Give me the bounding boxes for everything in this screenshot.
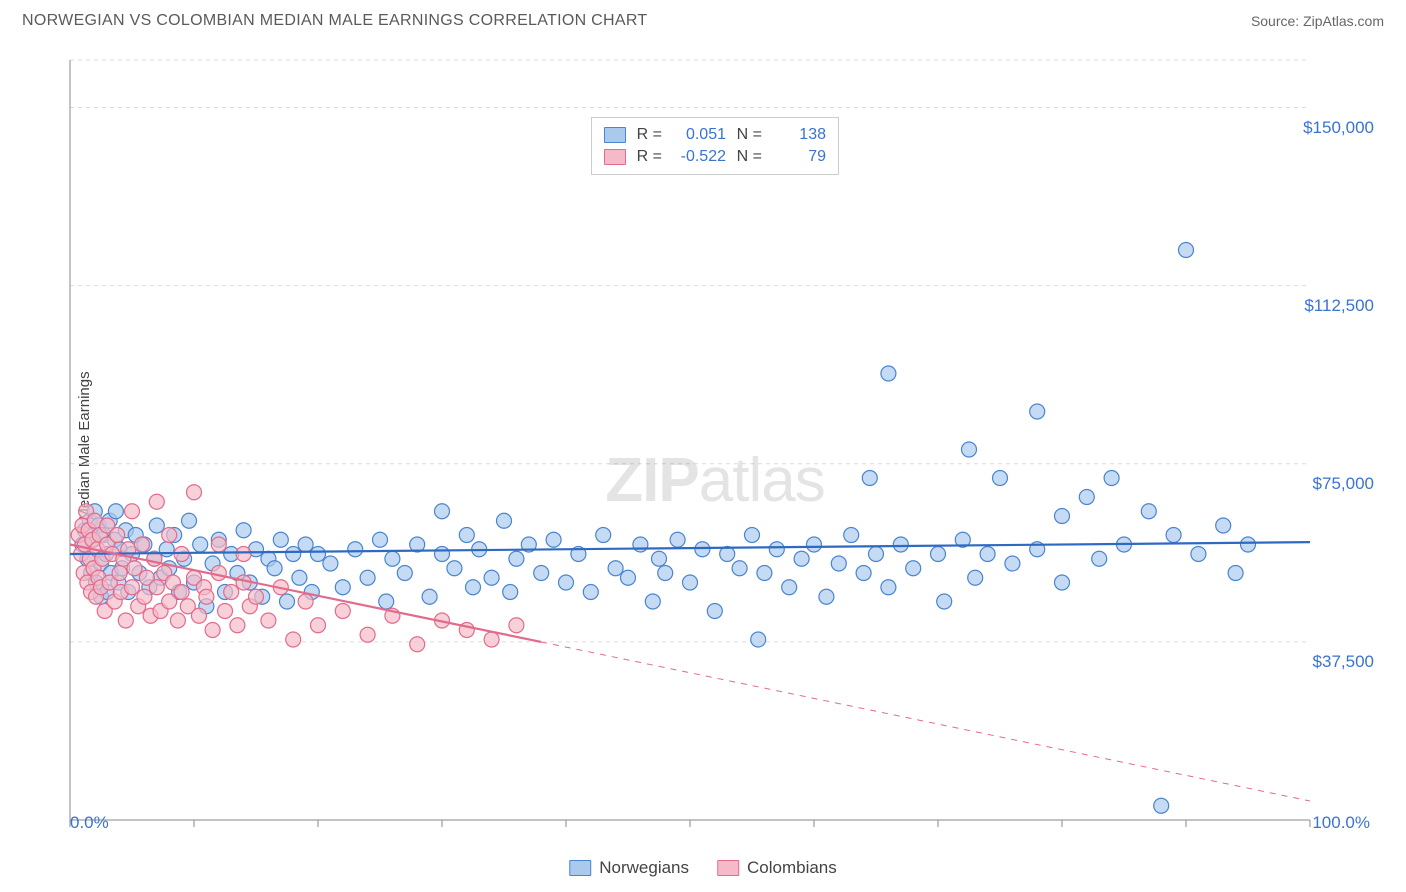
legend-item-norwegians: Norwegians bbox=[569, 858, 689, 878]
n-label: N = bbox=[734, 148, 762, 166]
legend-label: Norwegians bbox=[599, 858, 689, 878]
legend-label: Colombians bbox=[747, 858, 837, 878]
r-label: R = bbox=[634, 126, 662, 144]
stats-row: R = 0.051 N = 138 bbox=[604, 124, 826, 146]
n-label: N = bbox=[734, 126, 762, 144]
source-text: Source: ZipAtlas.com bbox=[1251, 13, 1384, 29]
y-tick-label: $112,500 bbox=[1304, 296, 1374, 316]
swatch-icon bbox=[569, 860, 591, 876]
chart-title: NORWEGIAN VS COLOMBIAN MEDIAN MALE EARNI… bbox=[22, 12, 648, 30]
n-value: 138 bbox=[770, 126, 826, 144]
x-tick-label: 0.0% bbox=[70, 813, 109, 833]
r-label: R = bbox=[634, 148, 662, 166]
bottom-legend: Norwegians Colombians bbox=[569, 858, 837, 878]
stats-row: R = -0.522 N = 79 bbox=[604, 146, 826, 168]
n-value: 79 bbox=[770, 148, 826, 166]
x-tick-label: 100.0% bbox=[1312, 813, 1370, 833]
r-value: -0.522 bbox=[670, 148, 726, 166]
y-tick-label: $75,000 bbox=[1313, 474, 1374, 494]
swatch-icon bbox=[604, 149, 626, 165]
chart-container: ZIPatlas R = 0.051 N = 138 R = -0.522 N … bbox=[50, 55, 1380, 845]
y-tick-label: $150,000 bbox=[1303, 118, 1374, 138]
legend-item-colombians: Colombians bbox=[717, 858, 837, 878]
header: NORWEGIAN VS COLOMBIAN MEDIAN MALE EARNI… bbox=[0, 0, 1406, 38]
y-tick-label: $37,500 bbox=[1313, 652, 1374, 672]
swatch-icon bbox=[604, 127, 626, 143]
swatch-icon bbox=[717, 860, 739, 876]
stats-box: R = 0.051 N = 138 R = -0.522 N = 79 bbox=[591, 117, 839, 175]
r-value: 0.051 bbox=[670, 126, 726, 144]
